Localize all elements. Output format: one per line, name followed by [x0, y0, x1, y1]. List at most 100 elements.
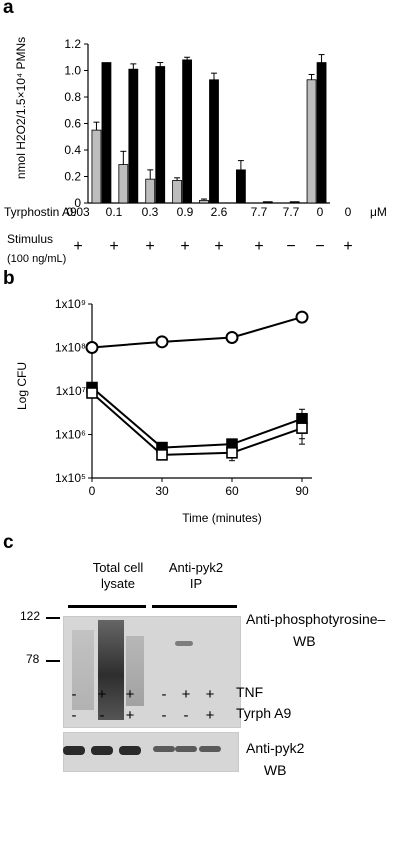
x-tick-label: 90	[295, 484, 309, 498]
tyrphostin-value: 0.3	[142, 205, 159, 219]
tnf-sign: -	[161, 686, 167, 703]
tnf-row: - + + - + +	[0, 686, 408, 704]
mw-tick	[46, 660, 60, 662]
bar	[199, 199, 209, 204]
tyrph-label: Tyrph A9	[236, 705, 292, 721]
phosphotyrosine-wb-label: Anti-phosphotyrosine– WB	[246, 611, 386, 649]
y-tick-label: 1x10⁵	[55, 471, 86, 485]
pyk2-band	[119, 746, 141, 755]
x-tick-label: 30	[155, 484, 169, 498]
open-square-marker	[296, 422, 308, 434]
y-tick-label: 1.2	[64, 37, 81, 51]
tnf-sign: +	[205, 686, 215, 703]
western-blot-figure: Total cell lysate Anti-pyk2 IP 122 78 Anti…	[0, 550, 408, 847]
bar	[289, 201, 300, 204]
stimulus-sign: −	[315, 238, 324, 255]
panel-a-label: a	[3, 0, 14, 18]
stimulus-sign: +	[214, 238, 223, 255]
stimulus-label: Stimulus	[7, 232, 53, 246]
open-circle-marker	[155, 335, 169, 349]
tnf-sign: +	[97, 686, 107, 703]
series-line	[91, 316, 303, 349]
tyrphostin-value: 7.7	[251, 205, 268, 219]
open-square-marker	[86, 387, 98, 399]
panel-c-label: c	[3, 532, 14, 553]
pyk2-band	[199, 746, 221, 752]
y-tick-label: 0.4	[64, 143, 81, 157]
y-tick-label: 1x10⁸	[55, 341, 86, 355]
stimulus-sign: +	[254, 238, 263, 255]
bar	[316, 62, 327, 204]
pyk2-wb-label: Anti-pyk2 WB	[246, 740, 305, 778]
series-line	[91, 392, 303, 456]
tyrphostin-value: 7.7	[283, 205, 300, 219]
panel-b-label: b	[3, 268, 15, 289]
mw-marker-122: 122	[20, 609, 41, 623]
bar	[145, 178, 156, 204]
open-circle-marker	[85, 341, 99, 354]
bar	[306, 79, 317, 204]
y-tick-label: 1.0	[64, 64, 81, 78]
stimulus-sign: +	[343, 238, 352, 255]
pyk2-band	[153, 746, 175, 752]
tyrph-sign: -	[183, 707, 189, 724]
line-chart: Log CFU Time (minutes) 1x10⁵ 1x10⁶ 1x10⁷ 1x…	[15, 297, 312, 525]
tyrphostin-value: 0.1	[106, 205, 123, 219]
stimulus-sign: +	[109, 238, 118, 255]
tyrph-sign: -	[71, 707, 77, 724]
stimulus-sign: +	[73, 238, 82, 255]
tyrphostin-value: 0.03	[66, 205, 90, 219]
x-axis-label: Time (minutes)	[182, 511, 262, 525]
bar	[118, 164, 129, 204]
tnf-sign: +	[181, 686, 191, 703]
x-tick-label: 60	[225, 484, 239, 498]
tyrph-row: - - + - - +	[0, 707, 408, 725]
unit-label: μM	[370, 205, 387, 219]
tyrphostin-value: 0.9	[177, 205, 194, 219]
group-bracket	[152, 605, 237, 608]
y-tick-label: 1x10⁷	[56, 384, 86, 398]
y-tick-label: 1x10⁹	[55, 297, 86, 311]
stimulus-sign: +	[145, 238, 154, 255]
group-label-total-lysate: Total cell lysate	[92, 560, 144, 591]
pyk2-band	[63, 746, 85, 755]
bar	[235, 169, 246, 204]
mw-marker-78: 78	[26, 652, 40, 666]
bar	[172, 180, 183, 204]
y-tick-label: 0.8	[64, 90, 81, 104]
bar	[155, 66, 166, 204]
tyrphostin-value: 0	[345, 205, 352, 219]
bar	[262, 201, 273, 204]
mw-tick	[46, 617, 60, 619]
stimulus-sublabel: (100 ng/mL)	[7, 253, 66, 265]
tnf-sign: -	[71, 686, 77, 703]
tyrph-sign: +	[205, 707, 215, 724]
open-circle-marker	[225, 330, 239, 344]
series-line	[91, 386, 303, 449]
blot-lane-smear	[72, 630, 94, 710]
blot-lane-smear	[126, 636, 144, 706]
tnf-sign: +	[125, 686, 135, 703]
y-axis-label: nmol H2O2/1.5×10⁴ PMNs	[14, 37, 28, 179]
open-circle-marker	[295, 310, 309, 324]
pyk2-band	[175, 641, 193, 646]
bar	[91, 129, 102, 204]
bar	[182, 59, 193, 204]
y-tick-label: 0.2	[64, 170, 81, 184]
tyrph-sign: -	[161, 707, 167, 724]
open-square-marker	[226, 446, 238, 459]
stimulus-sign: −	[286, 238, 295, 255]
x-tick-label: 0	[89, 484, 96, 498]
open-square-marker	[156, 449, 168, 461]
tyrph-sign: -	[99, 707, 105, 724]
bar	[128, 68, 139, 204]
y-tick-label: 0.6	[64, 117, 81, 131]
tnf-label: TNF	[236, 684, 264, 700]
y-tick-label: 1x10⁶	[55, 428, 86, 442]
group-bracket	[68, 605, 146, 608]
tyrphostin-row-label: Tyrphostin A9	[4, 205, 77, 219]
bar-chart: nmol H2O2/1.5×10⁴ PMNs Tyrphostin A9 μM …	[4, 37, 387, 265]
tyrphostin-value: 2.6	[211, 205, 228, 219]
bar	[209, 79, 219, 204]
tyrphostin-value: 0	[317, 205, 324, 219]
